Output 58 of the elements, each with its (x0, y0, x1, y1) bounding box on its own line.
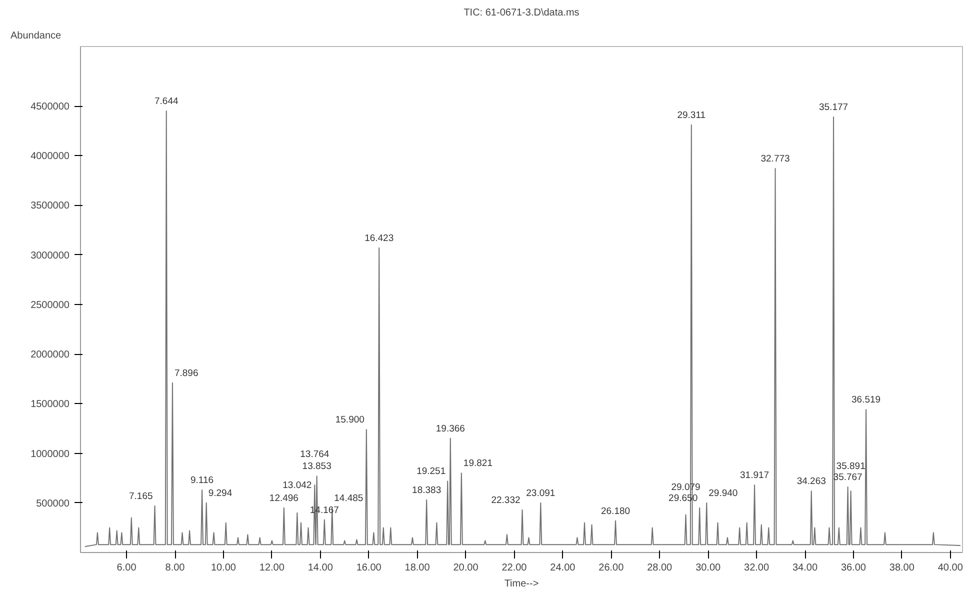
x-tick-label: 24.00 (550, 562, 576, 574)
y-tick-label: 4000000 (30, 151, 70, 162)
annotation: 19.251 (416, 466, 446, 478)
annotation: 13.042 (282, 480, 312, 491)
annotation: 29.311 (677, 110, 706, 121)
annotation: 18.383 (412, 484, 442, 496)
y-tick-label: 500000 (36, 498, 70, 510)
annotation: 16.423 (364, 232, 394, 244)
y-tick-label: 2000000 (30, 350, 70, 361)
annotation: 23.091 (526, 488, 556, 499)
x-tick-label: 26.00 (598, 562, 624, 574)
x-tick-label: 18.00 (404, 562, 430, 574)
x-tick-label: 28.00 (647, 562, 673, 574)
annotation: 13.764 (300, 449, 330, 460)
annotation: 22.332 (491, 494, 520, 506)
annotation: 15.900 (335, 414, 364, 426)
annotation: 32.773 (760, 154, 790, 165)
annotation: 36.519 (852, 394, 881, 406)
y-axis-title: Abundance (10, 30, 62, 42)
x-tick-label: 36.00 (840, 562, 866, 574)
x-tick-label: 38.00 (889, 562, 915, 574)
annotation: 7.165 (128, 490, 153, 502)
x-tick-label: 6.00 (116, 562, 137, 574)
y-tick-label: 1000000 (30, 448, 70, 460)
y-tick-label: 1500000 (30, 399, 70, 410)
x-tick-label: 30.00 (696, 562, 722, 574)
annotation: 7.896 (174, 368, 198, 379)
annotation: 19.366 (436, 423, 465, 434)
x-tick-label: 12.00 (259, 562, 285, 574)
y-tick-label: 2500000 (30, 300, 70, 311)
annotation: 19.821 (463, 458, 492, 470)
y-tick-label: 3500000 (30, 200, 70, 212)
x-tick-label: 14.00 (308, 562, 334, 574)
x-tick-label: 8.00 (165, 562, 186, 574)
annotation: 35.177 (818, 102, 848, 113)
chart-title: TIC: 61-0671-3.D\data.ms (464, 8, 580, 18)
annotation: 34.263 (796, 476, 826, 487)
annotation: 35.891 (836, 460, 866, 472)
x-tick-label: 34.00 (792, 562, 818, 574)
annotation: 9.116 (190, 474, 214, 486)
x-tick-label: 20.00 (453, 562, 479, 574)
line-series (84, 110, 961, 548)
annotation: 9.294 (208, 488, 232, 499)
annotation: 7.644 (154, 96, 178, 107)
y-tick-label: 3000000 (30, 250, 70, 262)
x-tick-label: 10.00 (210, 562, 236, 574)
annotation: 31.917 (740, 470, 770, 482)
annotation: 13.853 (302, 461, 332, 472)
x-tick-label: 22.00 (502, 562, 528, 574)
annotation: 14.485 (334, 492, 364, 504)
annotation: 26.180 (600, 506, 630, 517)
x-tick-label: 32.00 (744, 562, 770, 574)
annotation: 29.940 (708, 488, 738, 499)
x-tick-label: 40.00 (938, 562, 964, 574)
x-tick-label: 16.00 (356, 562, 382, 574)
y-tick-label: 4500000 (30, 102, 70, 113)
annotation: 12.496 (269, 492, 298, 504)
x-axis-title: Time--> (504, 578, 539, 590)
